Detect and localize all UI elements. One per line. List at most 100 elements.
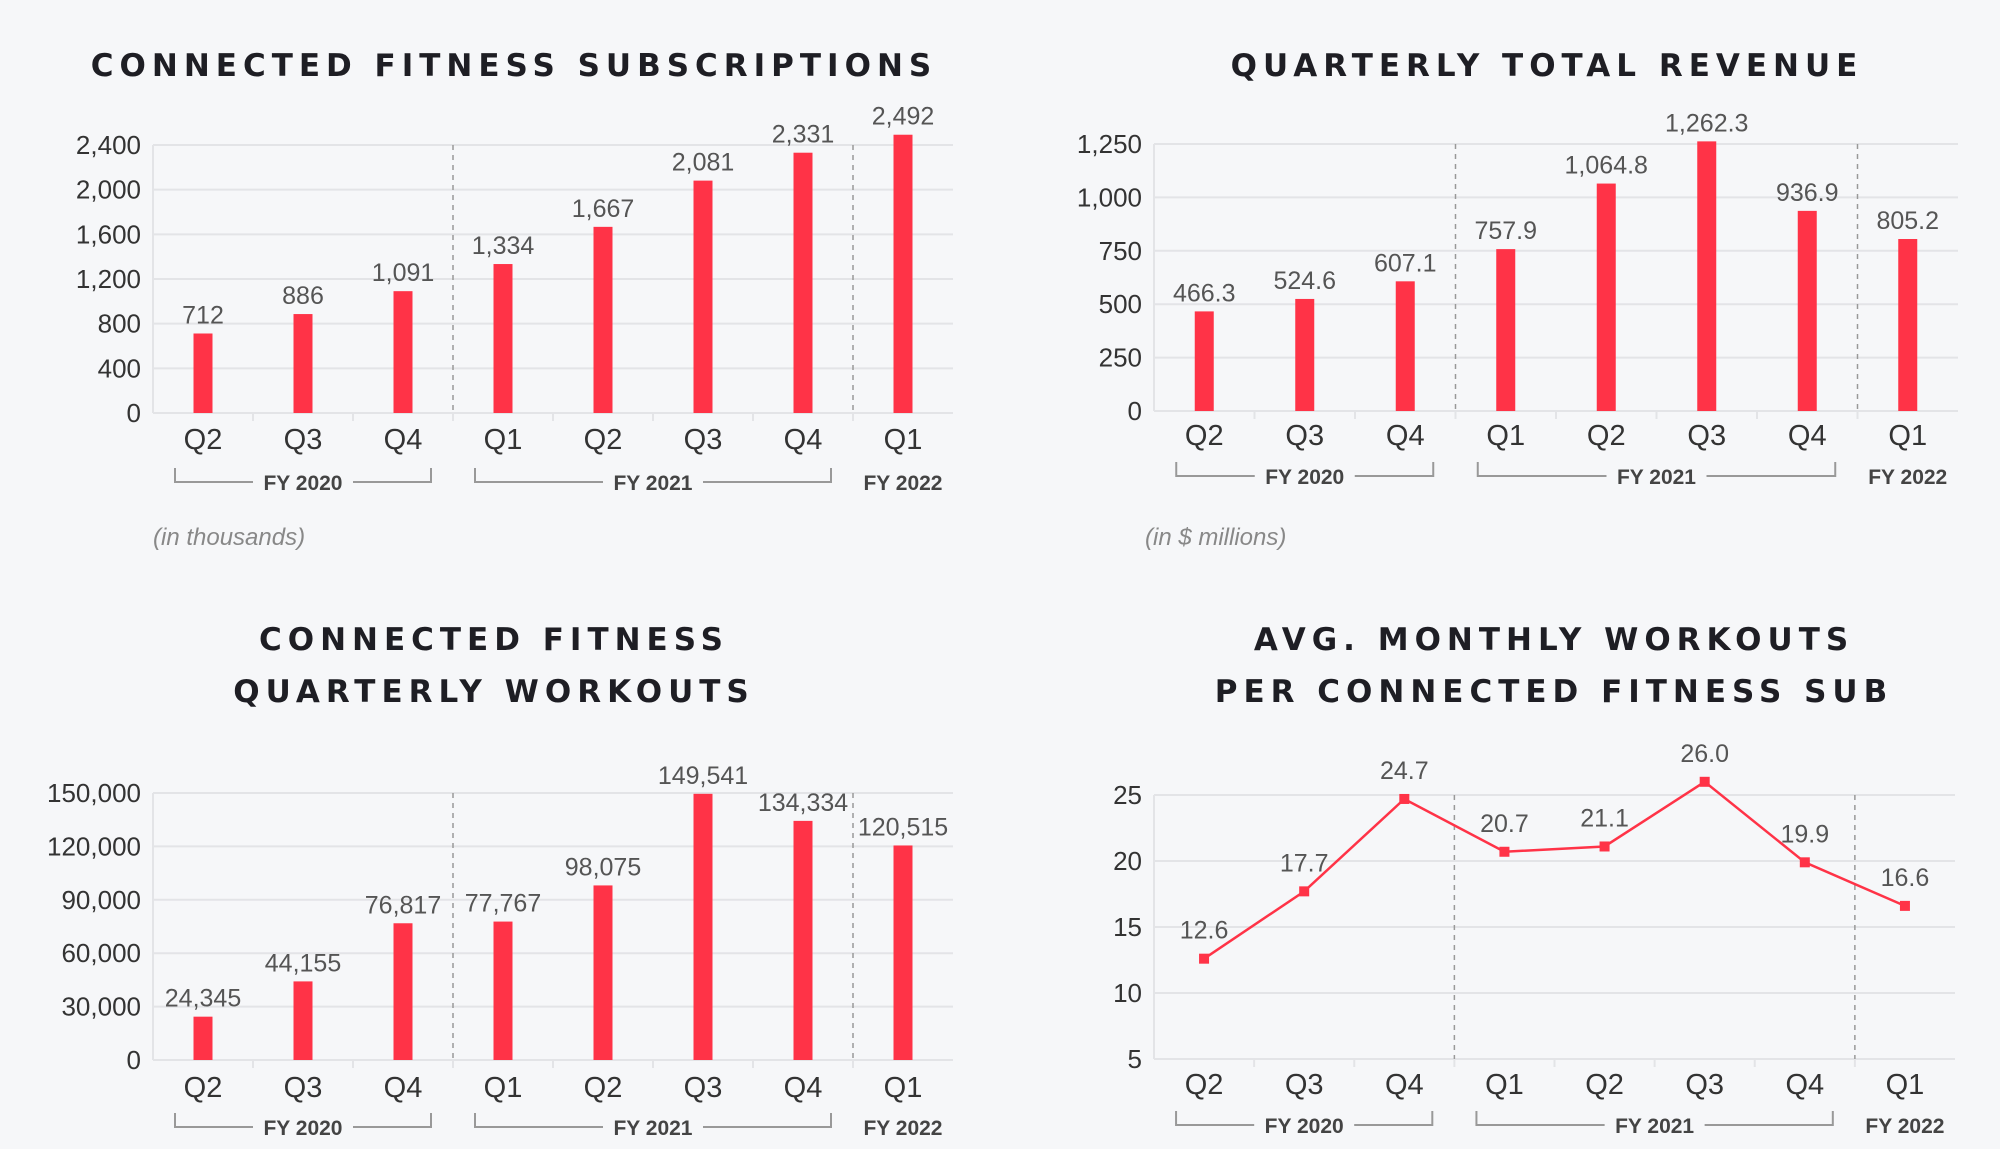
data-label: 1,667 (572, 195, 635, 223)
x-category-label: Q2 (1585, 1069, 1624, 1101)
y-tick-label: 1,000 (1077, 182, 1142, 212)
data-label: 12.6 (1180, 917, 1229, 945)
data-label: 1,064.8 (1565, 152, 1648, 180)
data-label: 805.2 (1876, 207, 1939, 235)
x-category-label: Q1 (1485, 1069, 1524, 1101)
y-tick-label: 750 (1099, 236, 1142, 266)
bar (293, 314, 313, 413)
data-label: 26.0 (1680, 740, 1729, 768)
x-category-label: Q1 (484, 1072, 523, 1104)
y-tick-label: 20 (1113, 846, 1142, 876)
data-label: 466.3 (1173, 279, 1236, 307)
data-label: 1,262.3 (1665, 109, 1748, 137)
bar (1898, 239, 1918, 411)
fiscal-year-bracket (1475, 1111, 1834, 1126)
bar (593, 226, 613, 413)
x-category-label: Q1 (1886, 1069, 1925, 1101)
bar (393, 923, 413, 1060)
fiscal-year-bracket (174, 468, 432, 483)
chart-2: QUARTERLY TOTAL REVENUE 0 250 500 750 1,000 1,… (1077, 48, 1958, 551)
fiscal-year-label: FY 2022 (1865, 1115, 1944, 1138)
fiscal-year-bracket (474, 468, 832, 483)
x-category-label: Q4 (384, 424, 423, 456)
data-point (1599, 841, 1610, 852)
y-tick-label: 10 (1113, 978, 1142, 1008)
chart-title: AVG. MONTHLY WORKOUTS (1254, 622, 1854, 658)
data-point (1899, 900, 1910, 911)
y-tick-label: 800 (98, 309, 141, 339)
fiscal-year-label: FY 2021 (1617, 466, 1696, 489)
bar (793, 152, 813, 413)
x-category-label: Q3 (1285, 1069, 1324, 1101)
data-label: 24,345 (165, 985, 241, 1013)
x-category-label: Q4 (1785, 1069, 1824, 1101)
bar (1295, 298, 1315, 411)
series-line (1203, 780, 1906, 960)
fiscal-year-label: FY 2020 (263, 472, 342, 495)
data-label: 2,081 (672, 149, 735, 177)
bar (1496, 249, 1516, 411)
bar (693, 180, 713, 413)
fiscal-year-label: FY 2021 (613, 472, 692, 495)
bar (293, 981, 313, 1060)
y-tick-label: 2,400 (76, 130, 141, 160)
bar (893, 845, 913, 1060)
bar (193, 333, 213, 413)
bar (1596, 183, 1616, 411)
fiscal-year-bracket (1175, 1111, 1434, 1126)
data-label: 1,091 (372, 259, 435, 287)
fiscal-year-bracket (474, 1113, 832, 1128)
bar (593, 885, 613, 1060)
fiscal-year-label: FY 2022 (863, 472, 942, 495)
data-label: 134,334 (758, 789, 848, 817)
fiscal-year-label: FY 2020 (263, 1117, 342, 1140)
chart-4: AVG. MONTHLY WORKOUTS PER CONNECTED FITNE… (1113, 622, 1955, 1138)
x-category-label: Q4 (384, 1072, 423, 1104)
fiscal-year-label: FY 2020 (1265, 466, 1344, 489)
data-label: 120,515 (858, 813, 948, 841)
fiscal-year-label: FY 2022 (863, 1117, 942, 1140)
y-tick-label: 0 (127, 398, 141, 428)
chart-title: CONNECTED FITNESS (259, 622, 729, 658)
data-label: 936.9 (1776, 179, 1839, 207)
bar (893, 134, 913, 413)
bar (393, 291, 413, 413)
x-category-label: Q1 (1486, 420, 1525, 452)
x-category-label: Q1 (884, 424, 923, 456)
x-category-label: Q1 (884, 1072, 923, 1104)
data-label: 524.6 (1273, 267, 1336, 295)
y-tick-label: 1,600 (76, 219, 141, 249)
chart-title: QUARTERLY WORKOUTS (233, 674, 754, 710)
data-point (1799, 857, 1810, 868)
x-category-label: Q3 (1285, 420, 1324, 452)
data-point (1399, 793, 1410, 804)
fiscal-year-label: FY 2021 (613, 1117, 692, 1140)
unit-note: (in thousands) (153, 524, 305, 551)
chart-title: PER CONNECTED FITNESS SUB (1215, 674, 1893, 710)
y-tick-label: 15 (1113, 912, 1142, 942)
fiscal-year-bracket (1476, 462, 1837, 477)
y-tick-label: 250 (1099, 343, 1142, 373)
data-label: 1,334 (472, 232, 535, 260)
y-tick-label: 5 (1128, 1044, 1142, 1074)
data-label: 17.7 (1280, 849, 1329, 877)
unit-note: (in $ millions) (1145, 524, 1286, 551)
data-label: 712 (182, 301, 224, 329)
data-label: 19.9 (1780, 820, 1829, 848)
fiscal-year-label: FY 2022 (1868, 466, 1947, 489)
x-category-label: Q2 (1185, 420, 1224, 452)
data-label: 98,075 (565, 853, 641, 881)
bar (1194, 311, 1214, 411)
y-tick-label: 0 (1128, 396, 1142, 426)
y-tick-label: 90,000 (61, 885, 141, 915)
y-tick-label: 60,000 (61, 938, 141, 968)
fiscal-year-bracket (174, 1113, 432, 1128)
bar (493, 264, 513, 413)
fiscal-year-label: FY 2021 (1615, 1115, 1694, 1138)
data-label: 21.1 (1580, 804, 1629, 832)
fiscal-year-bracket (1175, 462, 1435, 477)
y-tick-label: 25 (1113, 780, 1142, 810)
y-tick-label: 0 (127, 1045, 141, 1075)
x-category-label: Q1 (484, 424, 523, 456)
